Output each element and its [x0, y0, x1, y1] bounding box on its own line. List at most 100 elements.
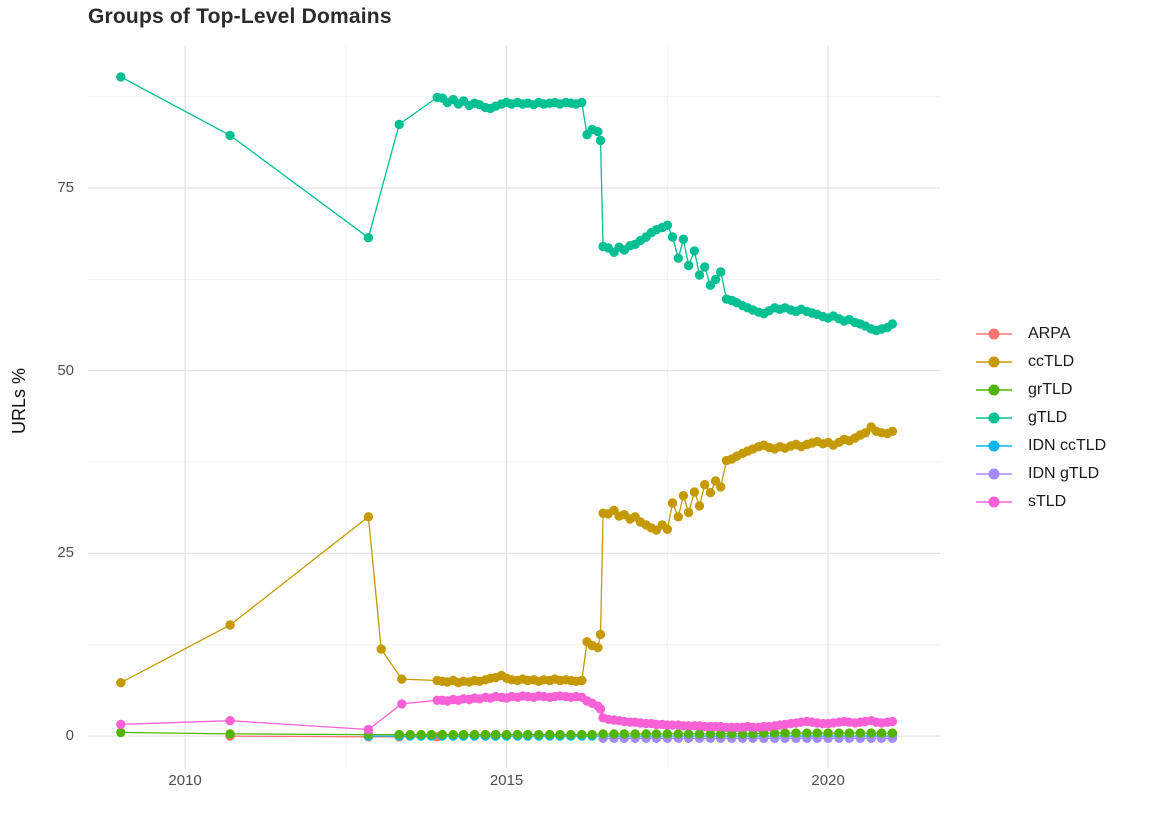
data-point: [662, 729, 673, 739]
data-point: [887, 319, 898, 329]
data-point: [748, 729, 758, 739]
data-point: [716, 267, 726, 277]
data-point: [458, 729, 469, 740]
data-point: [534, 729, 544, 740]
data-point: [426, 729, 437, 740]
data-point: [416, 729, 426, 740]
data-point: [700, 480, 710, 490]
data-point: [630, 729, 640, 739]
data-point: [667, 498, 678, 508]
legend-item-idn-cctld: IDN ccTLD: [972, 432, 1106, 460]
data-point: [469, 729, 480, 740]
data-point: [673, 512, 683, 522]
y-tick-label: 0: [65, 727, 74, 745]
legend-item-cctld: ccTLD: [972, 348, 1106, 376]
legend-label: IDN gTLD: [1028, 465, 1100, 482]
data-point: [363, 724, 374, 735]
data-point: [587, 729, 597, 740]
data-point: [662, 220, 673, 230]
data-point: [641, 729, 651, 739]
legend-key-icon: [976, 440, 1012, 452]
data-point: [673, 729, 683, 739]
data-point: [225, 716, 235, 726]
y-tick-label: 50: [57, 361, 74, 379]
legend-label: gTLD: [1028, 409, 1068, 426]
data-point: [480, 729, 491, 740]
data-point: [225, 620, 235, 630]
data-point: [501, 729, 512, 740]
data-point: [780, 728, 790, 738]
data-point: [887, 728, 898, 738]
data-point: [834, 728, 844, 738]
legend-key-icon: [976, 328, 1012, 340]
data-point: [405, 729, 415, 740]
legend-label: grTLD: [1028, 381, 1073, 398]
series-gtld: [116, 72, 898, 336]
data-point: [555, 729, 565, 740]
data-point: [593, 642, 603, 653]
data-point: [225, 729, 235, 739]
data-point: [363, 233, 374, 243]
legend-key-icon: [976, 356, 1012, 368]
series-grtld: [116, 727, 898, 740]
legend-label: ARPA: [1028, 325, 1071, 342]
data-point: [694, 270, 705, 280]
legend-item-gtld: gTLD: [972, 404, 1106, 432]
data-point: [577, 675, 587, 686]
data-point: [491, 729, 501, 740]
legend-item-stld: sTLD: [972, 488, 1106, 516]
data-point: [619, 729, 629, 739]
series-stld: [116, 691, 898, 735]
data-point: [577, 97, 587, 108]
legend-label: ccTLD: [1028, 353, 1075, 370]
data-point: [116, 678, 126, 688]
data-point: [887, 716, 898, 727]
data-point: [376, 644, 386, 654]
data-point: [683, 260, 694, 271]
y-axis-title: URLs %: [9, 368, 29, 435]
data-point: [700, 262, 710, 272]
data-point: [609, 729, 619, 739]
data-point: [523, 729, 533, 740]
data-point: [394, 729, 404, 740]
data-point: [727, 729, 737, 739]
data-point: [595, 629, 606, 640]
data-point: [823, 728, 833, 738]
data-point: [710, 274, 721, 285]
plot-panel: [88, 45, 940, 768]
data-point: [678, 234, 689, 244]
legend-key-icon: [976, 468, 1012, 480]
chart-title: Groups of Top-Level Domains: [88, 5, 392, 28]
data-point: [566, 729, 576, 740]
data-point: [716, 729, 726, 739]
x-tick-label: 2020: [811, 772, 845, 789]
x-tick-label: 2010: [168, 772, 202, 789]
data-point: [116, 727, 126, 738]
data-point: [683, 729, 694, 739]
data-point: [598, 729, 608, 739]
data-point: [689, 246, 700, 256]
y-tick-label: 25: [57, 544, 74, 562]
data-point: [791, 728, 801, 738]
data-point: [363, 512, 374, 522]
data-point: [667, 232, 678, 242]
data-point: [876, 728, 887, 738]
series-cctld: [116, 422, 898, 688]
data-point: [855, 728, 865, 738]
data-point: [116, 72, 126, 82]
data-point: [812, 728, 822, 738]
x-tick-label: 2015: [489, 772, 524, 789]
legend-key-icon: [976, 412, 1012, 424]
data-point: [716, 482, 726, 492]
data-point: [844, 728, 854, 738]
data-point: [225, 130, 235, 141]
data-point: [694, 729, 705, 739]
data-point: [737, 729, 748, 739]
legend-item-idn-gtld: IDN gTLD: [972, 460, 1106, 488]
legend-label: IDN ccTLD: [1028, 437, 1107, 454]
data-point: [678, 491, 689, 501]
data-point: [705, 729, 716, 739]
data-point: [397, 699, 407, 709]
legend-key-icon: [976, 384, 1012, 396]
data-point: [860, 428, 871, 438]
